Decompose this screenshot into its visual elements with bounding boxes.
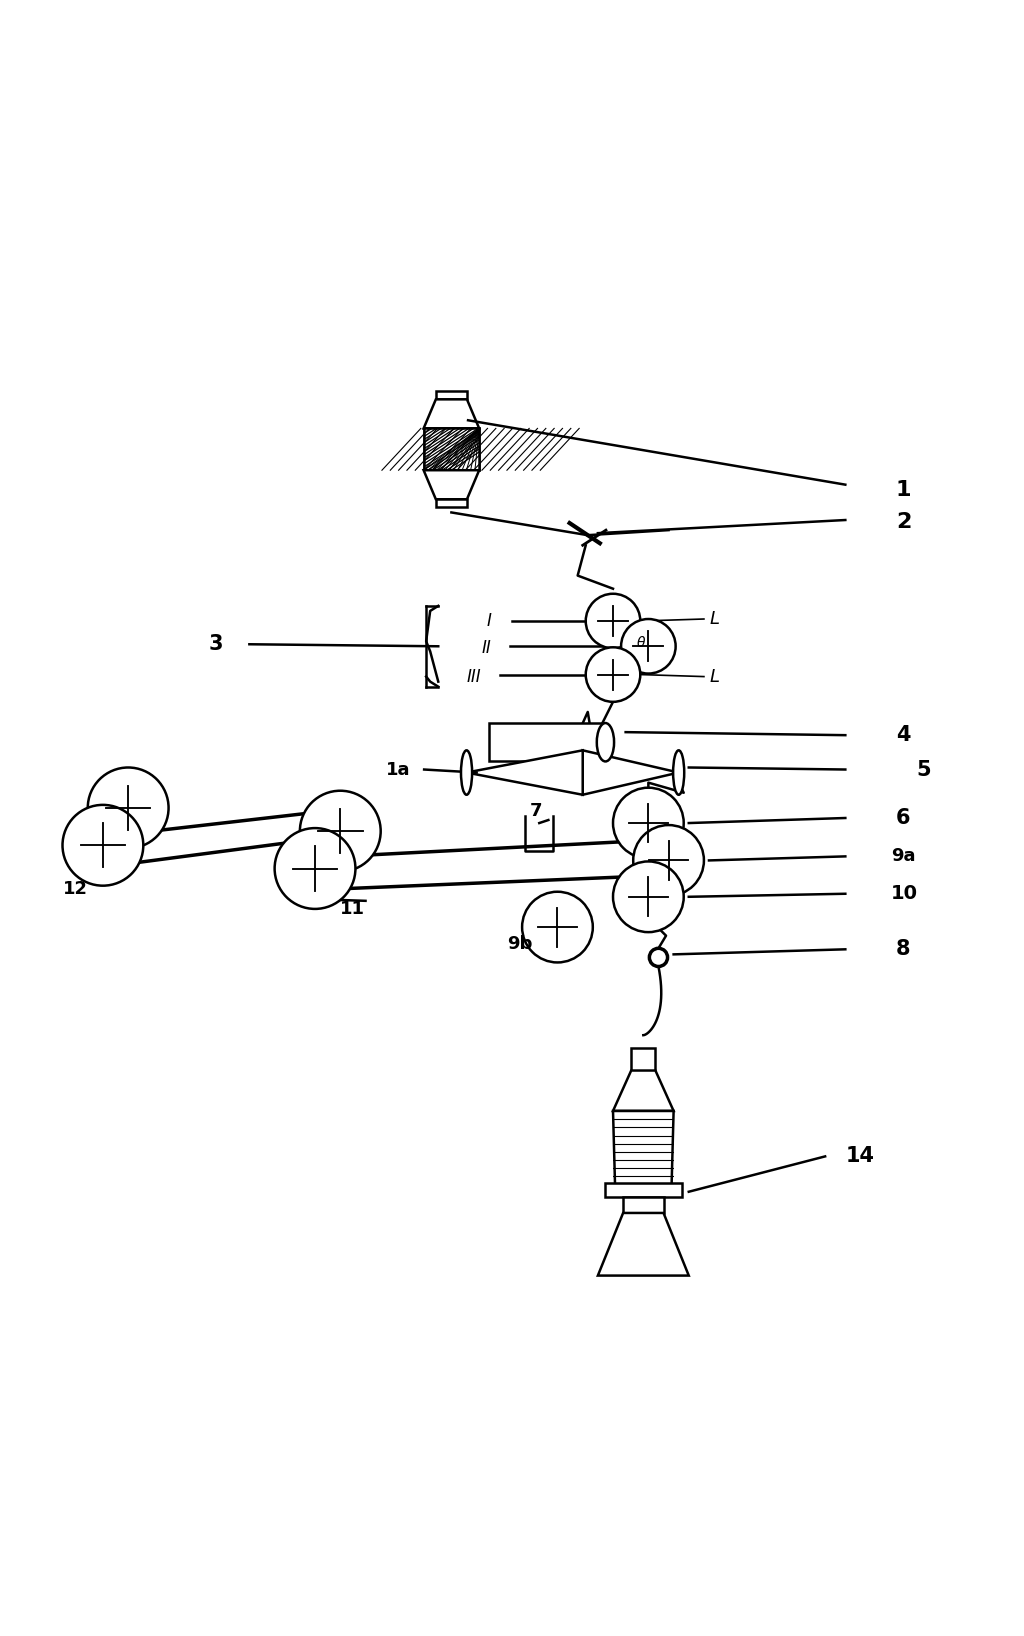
Text: I: I (486, 612, 492, 630)
Ellipse shape (461, 751, 472, 795)
Bar (605, 1183, 682, 1198)
Bar (424, 429, 479, 470)
Text: 1a: 1a (386, 761, 411, 779)
Polygon shape (613, 1070, 674, 1111)
Text: 3: 3 (209, 635, 223, 654)
Text: $\theta$: $\theta$ (636, 635, 646, 649)
Circle shape (613, 862, 684, 933)
Polygon shape (424, 470, 479, 499)
Ellipse shape (597, 723, 614, 761)
Bar (631, 1049, 655, 1070)
Polygon shape (583, 751, 679, 795)
Bar (424, 429, 479, 470)
Bar (424, 429, 479, 470)
Circle shape (622, 618, 676, 674)
Text: $L$: $L$ (709, 667, 720, 685)
Text: 2: 2 (896, 512, 911, 532)
Text: 10: 10 (891, 885, 918, 903)
Bar (436, 391, 467, 399)
Text: 8: 8 (896, 939, 910, 959)
Polygon shape (467, 751, 583, 795)
Bar (424, 429, 479, 470)
Bar (489, 723, 605, 761)
Circle shape (522, 892, 593, 962)
Text: III: III (467, 667, 481, 685)
Bar (424, 429, 479, 470)
Text: 9b: 9b (507, 936, 532, 954)
Circle shape (586, 594, 640, 648)
Text: 4: 4 (896, 725, 910, 744)
Ellipse shape (673, 751, 684, 795)
Circle shape (649, 949, 668, 967)
Text: 9a: 9a (891, 847, 915, 865)
Text: 6: 6 (896, 808, 910, 828)
Bar (424, 429, 479, 470)
Bar (424, 429, 479, 470)
Bar (424, 429, 479, 470)
Text: 7: 7 (530, 802, 543, 820)
Bar (424, 429, 479, 470)
Polygon shape (598, 1212, 689, 1276)
Text: 12: 12 (62, 880, 87, 898)
Circle shape (633, 825, 703, 897)
Bar (424, 429, 479, 470)
Polygon shape (424, 399, 479, 429)
Bar (424, 429, 479, 470)
Text: 11: 11 (340, 900, 366, 918)
Bar (424, 429, 479, 470)
Polygon shape (613, 1111, 674, 1184)
Bar (424, 429, 479, 470)
Bar (613, 1111, 674, 1184)
Text: 14: 14 (846, 1147, 874, 1166)
Bar (424, 429, 479, 470)
Circle shape (62, 805, 143, 885)
Bar (424, 429, 479, 470)
Bar (424, 429, 479, 470)
Bar (436, 499, 467, 507)
Bar (424, 429, 479, 470)
Bar (424, 429, 479, 470)
Circle shape (586, 648, 640, 702)
Bar (424, 429, 479, 470)
Text: II: II (481, 640, 492, 658)
Bar (424, 429, 479, 470)
Circle shape (300, 790, 381, 872)
Text: 1: 1 (896, 479, 911, 499)
Circle shape (613, 787, 684, 859)
Circle shape (88, 767, 169, 849)
Bar (624, 1198, 664, 1212)
Circle shape (274, 828, 355, 910)
Text: $L$: $L$ (709, 610, 720, 628)
Bar (424, 429, 479, 470)
Bar (424, 429, 479, 470)
Text: 5: 5 (916, 759, 931, 779)
